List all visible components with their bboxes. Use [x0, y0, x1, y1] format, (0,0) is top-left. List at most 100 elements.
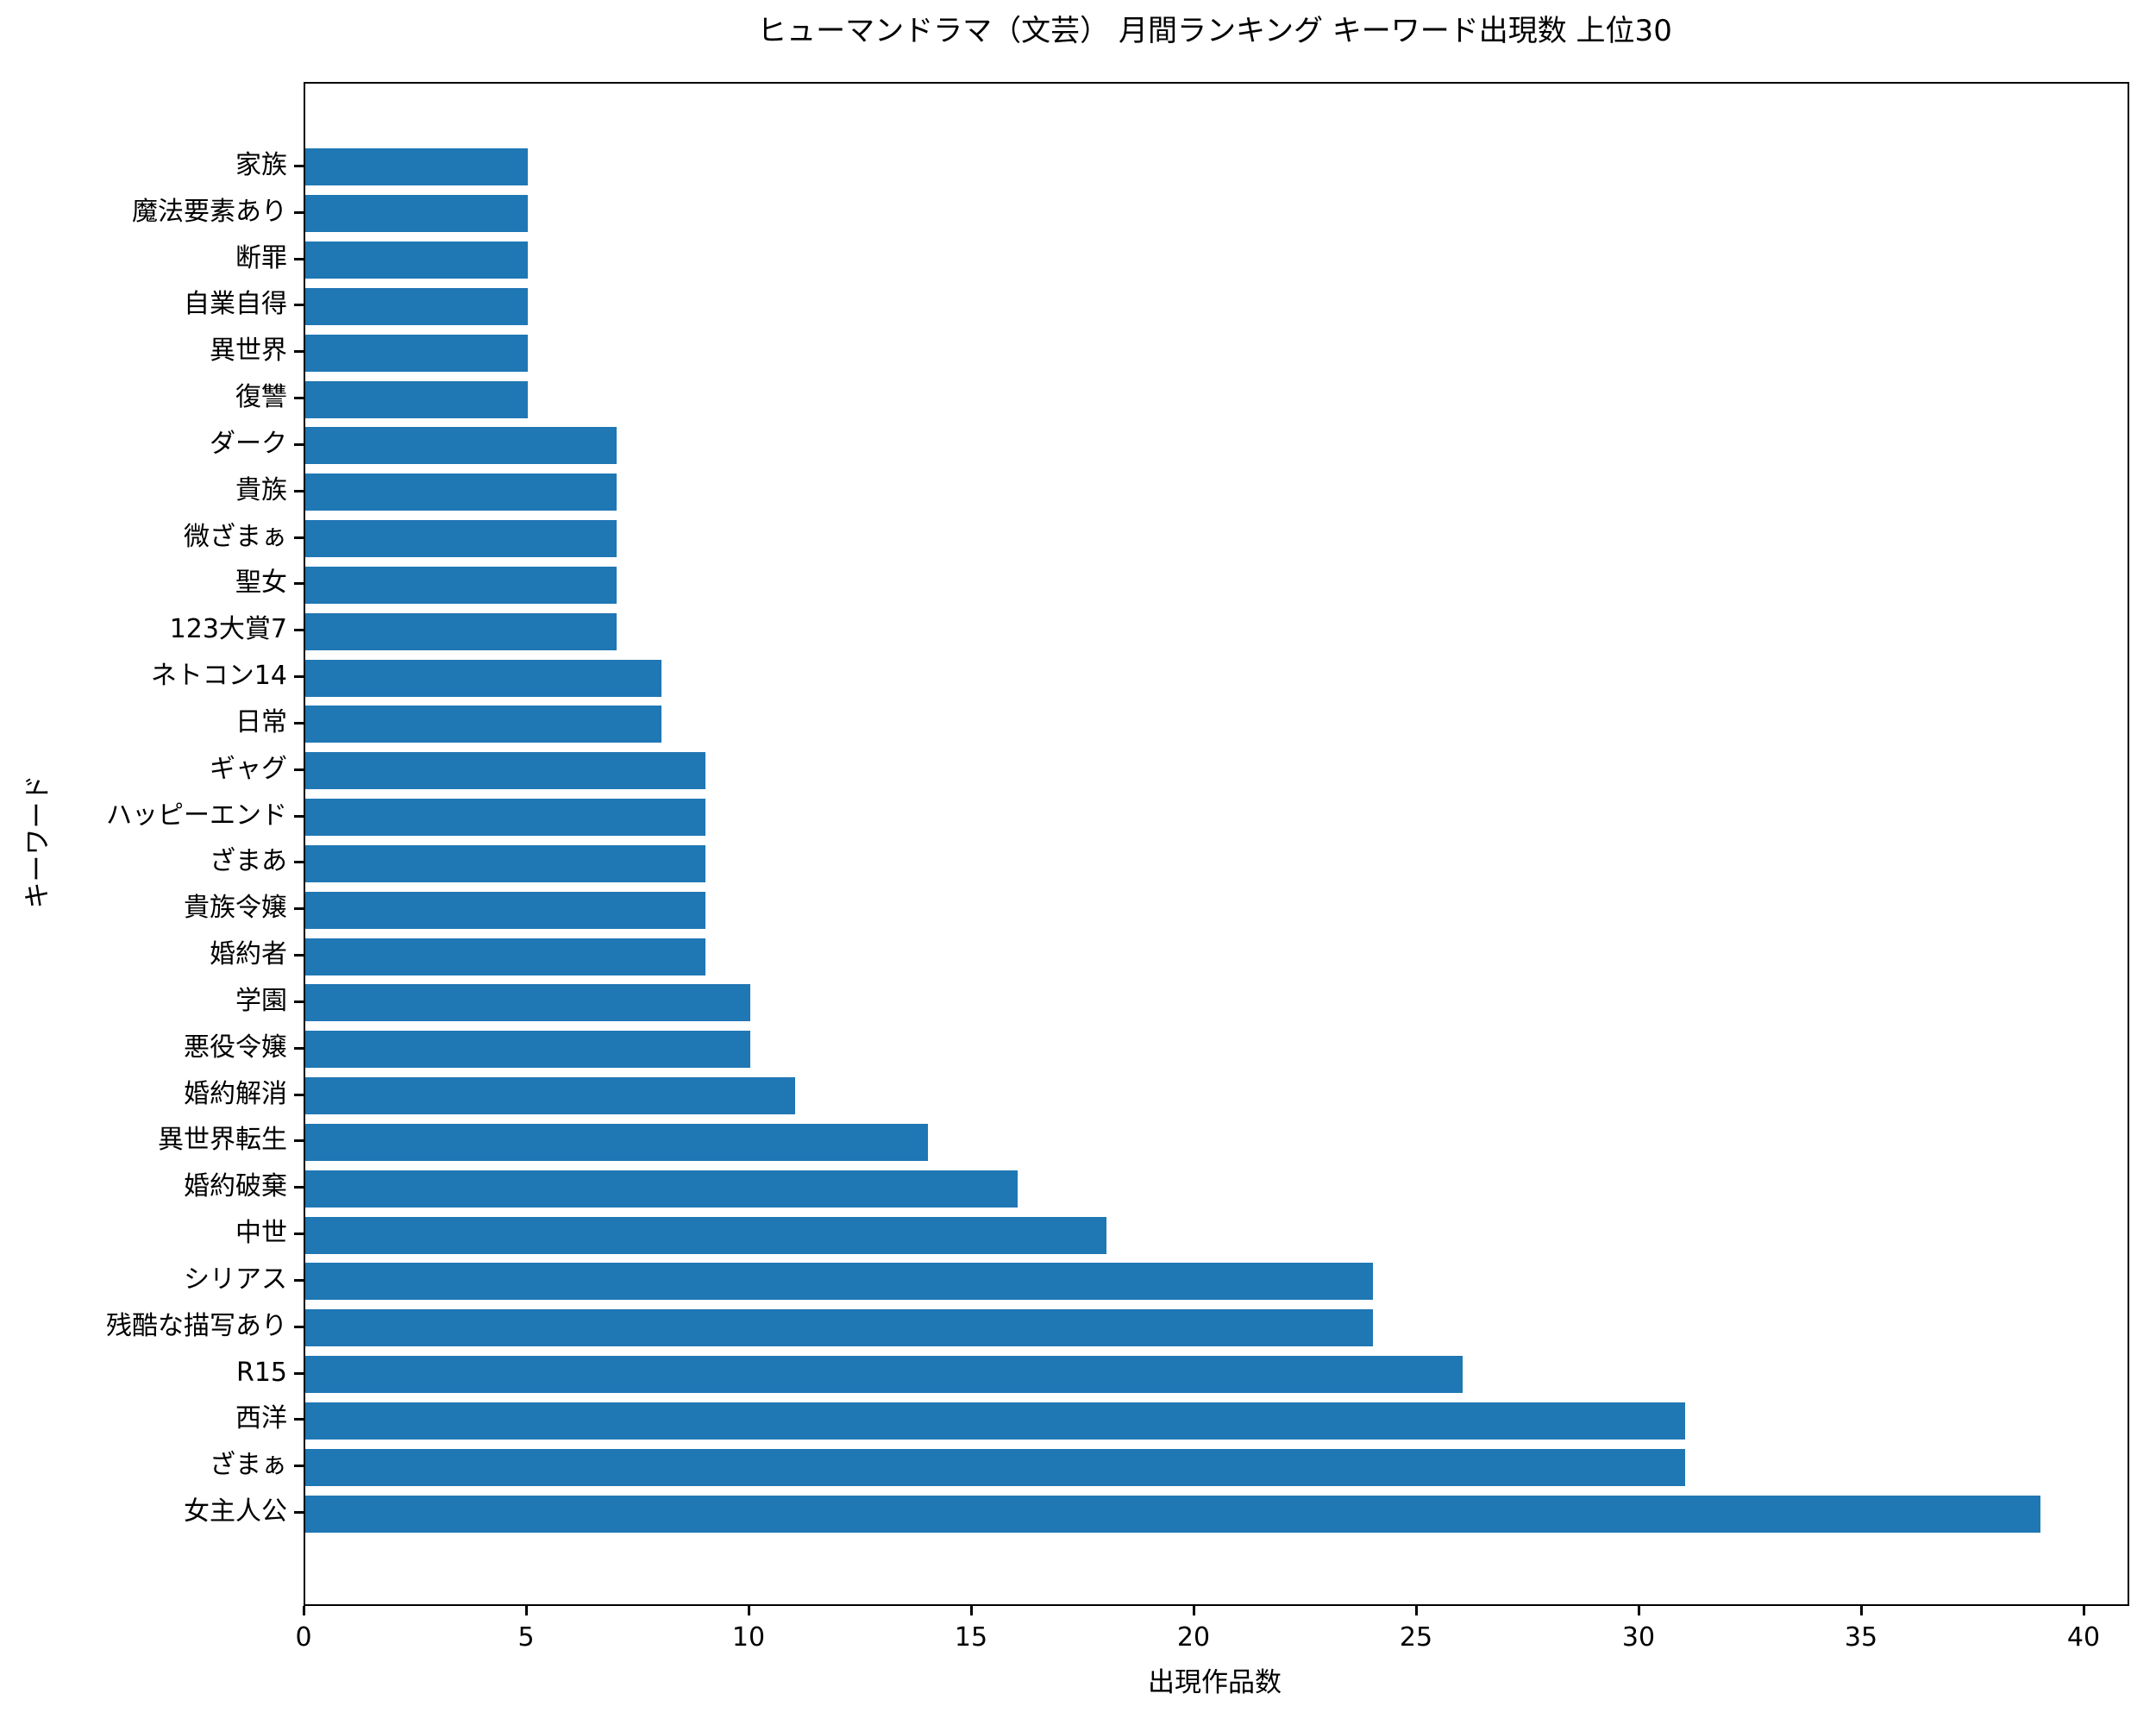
bar-貴族令嬢: [305, 891, 706, 929]
bar-ざまあ: [305, 844, 706, 882]
bar-家族: [305, 148, 528, 186]
y-tick-mark: [294, 257, 304, 260]
bar-婚約解消: [305, 1077, 795, 1115]
bar-シリアス: [305, 1263, 1374, 1301]
x-tick-label: 25: [1399, 1622, 1433, 1653]
bar-異世界: [305, 334, 528, 372]
y-tick-mark: [294, 1186, 304, 1189]
bar-R15: [305, 1356, 1463, 1394]
bar-中世: [305, 1216, 1106, 1254]
y-tick-mark: [294, 350, 304, 354]
bar-魔法要素あり: [305, 195, 528, 233]
y-axis-title: キーワード: [22, 775, 53, 909]
x-tick-label: 15: [954, 1622, 988, 1653]
bar-自業自得: [305, 287, 528, 325]
bar-123大賞7: [305, 612, 617, 650]
y-tick-label: 中世: [235, 1218, 287, 1249]
y-tick-label: ハッピーエンド: [106, 800, 287, 831]
y-tick-label: ダーク: [210, 428, 287, 459]
bar-聖女: [305, 566, 617, 604]
y-tick-label: ざまぁ: [210, 1450, 287, 1481]
y-tick-label: 自業自得: [184, 289, 287, 320]
y-tick-mark: [294, 1325, 304, 1328]
bar-婚約破棄: [305, 1170, 1018, 1208]
y-tick-mark: [294, 1046, 304, 1050]
bar-ダーク: [305, 427, 617, 465]
y-tick-mark: [294, 1511, 304, 1515]
x-tick-mark: [1192, 1606, 1195, 1615]
bar-ざまぁ: [305, 1448, 1685, 1486]
bar-悪役令嬢: [305, 1031, 750, 1069]
x-tick-mark: [1414, 1606, 1418, 1615]
y-tick-label: 微ざまぁ: [184, 521, 287, 552]
bar-復讐: [305, 380, 528, 418]
bar-微ざまぁ: [305, 520, 617, 558]
bar-断罪: [305, 242, 528, 279]
bar-西洋: [305, 1402, 1685, 1440]
y-tick-mark: [294, 675, 304, 679]
y-tick-mark: [294, 536, 304, 539]
y-tick-label: 聖女: [235, 568, 287, 599]
bar-女主人公: [305, 1495, 2041, 1533]
y-tick-mark: [294, 1139, 304, 1143]
bar-学園: [305, 984, 750, 1022]
x-tick-mark: [303, 1606, 305, 1615]
x-axis-title: 出現作品数: [1148, 1667, 1282, 1698]
y-tick-label: 貴族: [235, 474, 287, 505]
y-tick-mark: [294, 814, 304, 818]
y-tick-label: ざまあ: [210, 846, 287, 877]
x-tick-label: 35: [1844, 1622, 1878, 1653]
y-tick-mark: [294, 629, 304, 632]
y-tick-label: 婚約解消: [184, 1078, 287, 1109]
x-tick-mark: [1637, 1606, 1640, 1615]
y-tick-label: 悪役令嬢: [184, 1032, 287, 1063]
y-tick-label: ネトコン14: [150, 661, 287, 692]
bar-異世界転生: [305, 1123, 929, 1161]
y-tick-label: 家族: [235, 149, 287, 180]
bar-貴族: [305, 474, 617, 511]
y-tick-label: 婚約者: [210, 939, 287, 970]
x-tick-label: 5: [517, 1622, 535, 1653]
y-tick-mark: [294, 768, 304, 771]
y-tick-label: 異世界: [210, 336, 287, 367]
x-tick-label: 40: [2066, 1622, 2101, 1653]
y-tick-label: 西洋: [235, 1403, 287, 1434]
y-tick-mark: [294, 721, 304, 724]
y-tick-label: 残酷な描写あり: [106, 1310, 287, 1341]
y-tick-mark: [294, 954, 304, 957]
x-tick-label: 10: [731, 1622, 766, 1653]
x-tick-label: 20: [1176, 1622, 1211, 1653]
plot-area: [304, 82, 2129, 1606]
x-tick-mark: [524, 1606, 528, 1615]
x-tick-label: 30: [1621, 1622, 1656, 1653]
y-tick-label: 復讐: [235, 382, 287, 413]
x-tick-mark: [1859, 1606, 1863, 1615]
y-tick-label: 魔法要素あり: [132, 196, 287, 227]
chart-title: ヒューマンドラマ（文芸） 月間ランキング キーワード出現数 上位30: [757, 14, 1672, 48]
bar-ネトコン14: [305, 659, 661, 697]
y-tick-mark: [294, 1000, 304, 1003]
y-tick-mark: [294, 210, 304, 214]
y-tick-label: シリアス: [184, 1264, 287, 1295]
y-tick-mark: [294, 489, 304, 492]
bar-ハッピーエンド: [305, 799, 706, 837]
y-tick-label: 婚約破棄: [184, 1171, 287, 1202]
y-tick-mark: [294, 582, 304, 586]
bar-日常: [305, 706, 661, 743]
y-tick-mark: [294, 1465, 304, 1468]
y-tick-mark: [294, 1233, 304, 1236]
y-tick-label: 断罪: [235, 242, 287, 273]
bar-婚約者: [305, 938, 706, 975]
y-tick-mark: [294, 861, 304, 864]
y-tick-mark: [294, 442, 304, 446]
x-tick-mark: [747, 1606, 750, 1615]
y-tick-label: 学園: [235, 985, 287, 1016]
y-tick-mark: [294, 1371, 304, 1375]
y-tick-label: 女主人公: [184, 1496, 287, 1527]
bar-ギャグ: [305, 752, 706, 790]
y-tick-label: 日常: [235, 706, 287, 737]
y-tick-label: 貴族令嬢: [184, 893, 287, 924]
x-tick-mark: [969, 1606, 973, 1615]
x-tick-label: 0: [295, 1622, 312, 1653]
